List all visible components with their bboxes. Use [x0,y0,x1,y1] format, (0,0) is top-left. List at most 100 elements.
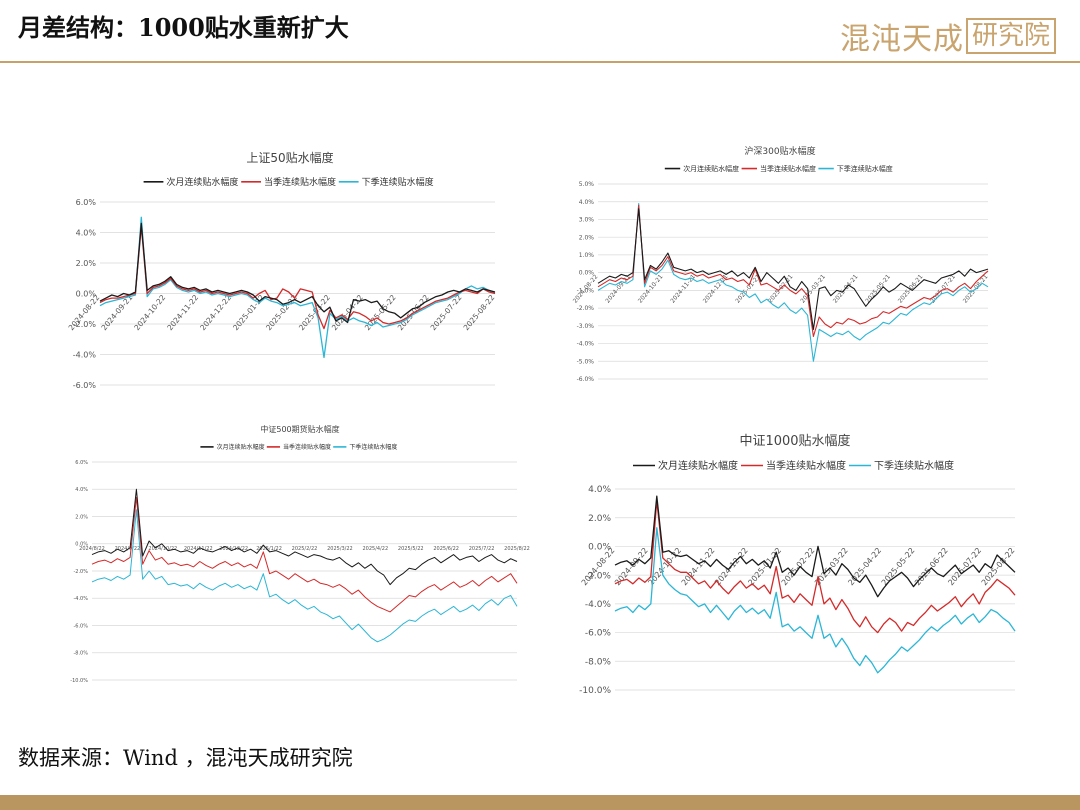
chart-title: 沪深300贴水幅度 [744,145,815,157]
y-tick-label: -6.0% [585,629,612,639]
y-tick-label: -6.0% [73,381,97,390]
y-tick-label: 2.0% [588,514,611,524]
y-tick-label: 3.0% [579,217,595,224]
legend-label-1: 当季连续贴水幅度 [760,164,816,173]
y-tick-label: -4.0% [577,341,595,348]
series-line-1 [597,204,989,338]
y-tick-label: -3.0% [577,323,595,330]
legend-label-0: 次月连续贴水幅度 [683,164,739,173]
y-tick-label: -4.0% [73,350,97,359]
y-tick-label: 6.0% [76,198,97,207]
y-tick-label: -4.0% [73,596,88,602]
legend-label-2: 下季连续贴水幅度 [349,443,397,451]
x-tick-label: 2025-04-22 [846,546,883,587]
y-tick-label: -2.0% [73,320,97,329]
x-tick-label: 2025-02-22 [264,293,299,332]
legend-label-1: 当季连续贴水幅度 [283,443,331,451]
logo-script: 混沌天成 [839,22,964,57]
x-tick-label: 2024-11-22 [165,293,200,332]
x-tick-label: 2025/1/22 [256,546,282,552]
x-tick-label: 2025-04-22 [330,293,365,332]
x-tick-label: 2024/8/22 [79,546,105,552]
x-tick-label: 2024/12/22 [219,546,248,552]
y-tick-label: 4.0% [579,199,595,206]
x-tick-label: 2024-09-21 [604,273,632,304]
series-line-1 [91,496,518,613]
data-source-note: 数据来源：Wind ，混沌天成研究院 [18,746,353,770]
y-tick-label: -4.0% [585,600,612,610]
y-tick-label: 0.0% [588,543,611,553]
legend-label-1: 当季连续贴水幅度 [264,176,336,188]
x-tick-label: 2025/4/22 [363,546,389,552]
logo-box: 研究院 [965,18,1056,54]
series-line-0 [99,222,496,324]
y-tick-label: -2.0% [73,569,88,575]
series-line-0 [91,488,518,586]
y-tick-label: -2.0% [585,571,612,581]
x-tick-label: 2025/2/22 [292,546,318,552]
legend-label-0: 次月连续贴水幅度 [217,443,265,451]
x-tick-label: 2025/3/22 [327,546,353,552]
x-tick-label: 2024-10-21 [637,273,665,304]
x-tick-label: 2024-12-21 [702,273,730,304]
y-tick-label: -6.0% [577,376,595,383]
series-line-2 [614,527,1016,674]
x-tick-label: 2025-02-22 [780,546,817,587]
y-tick-label: 0.0% [579,270,595,277]
x-tick-label: 2024-10-22 [132,293,167,332]
y-tick-label: 2.0% [579,234,595,241]
y-tick-label: 0.0% [75,542,88,548]
chart-title: 中证1000贴水幅度 [739,433,850,449]
x-tick-label: 2025-03-21 [799,273,827,304]
y-tick-label: -10.0% [70,678,88,684]
footer-band [0,795,1080,810]
legend-label-0: 次月连续贴水幅度 [166,176,238,188]
header-divider [0,61,1080,63]
x-tick-label: 2025/7/22 [469,546,495,552]
legend-label-2: 下季连续贴水幅度 [874,459,954,472]
chart-title: 上证50贴水幅度 [246,150,333,165]
legend-label-2: 下季连续贴水幅度 [362,176,434,188]
y-tick-label: 4.0% [76,228,97,237]
series-line-0 [614,495,1016,598]
y-tick-label: -8.0% [73,651,88,657]
x-tick-label: 2025/6/22 [433,546,459,552]
series-line-0 [597,208,989,330]
y-tick-label: -5.0% [577,358,595,365]
x-tick-label: 2025/5/22 [398,546,424,552]
y-tick-label: -1.0% [577,287,595,294]
y-tick-label: 2.0% [76,259,97,268]
chart-title: 中证500期货贴水幅度 [260,424,339,434]
x-tick-label: 2025/8/22 [504,546,530,552]
x-tick-label: 2025-05-22 [880,546,917,587]
y-tick-label: 4.0% [588,485,611,495]
series-line-2 [91,509,518,643]
y-tick-label: -8.0% [585,657,612,667]
y-tick-label: -2.0% [577,305,595,312]
y-tick-label: 4.0% [75,487,88,493]
x-tick-label: 2025-08-22 [980,546,1017,587]
y-tick-label: 1.0% [579,252,595,259]
x-tick-label: 2025-08-22 [462,293,497,332]
series-line-1 [614,499,1016,634]
x-tick-label: 2025-01-22 [231,293,266,332]
logo: 混沌天成 研究院 [840,14,1056,58]
page-title: 月差结构：1000贴水重新扩大 [18,13,349,42]
y-tick-label: 6.0% [75,460,88,466]
legend-label-1: 当季连续贴水幅度 [766,459,846,472]
x-tick-label: 2024-12-22 [198,293,233,332]
series-line-1 [99,225,496,330]
y-tick-label: -6.0% [73,623,88,629]
x-tick-label: 2024/9/22 [115,546,141,552]
y-tick-label: 5.0% [579,181,595,188]
y-tick-label: 0.0% [76,289,97,298]
x-tick-label: 2024-11-21 [669,273,697,304]
legend-label-0: 次月连续贴水幅度 [658,459,738,472]
series-line-2 [597,202,989,362]
x-tick-label: 2025-05-21 [864,273,892,304]
series-line-2 [99,216,496,359]
